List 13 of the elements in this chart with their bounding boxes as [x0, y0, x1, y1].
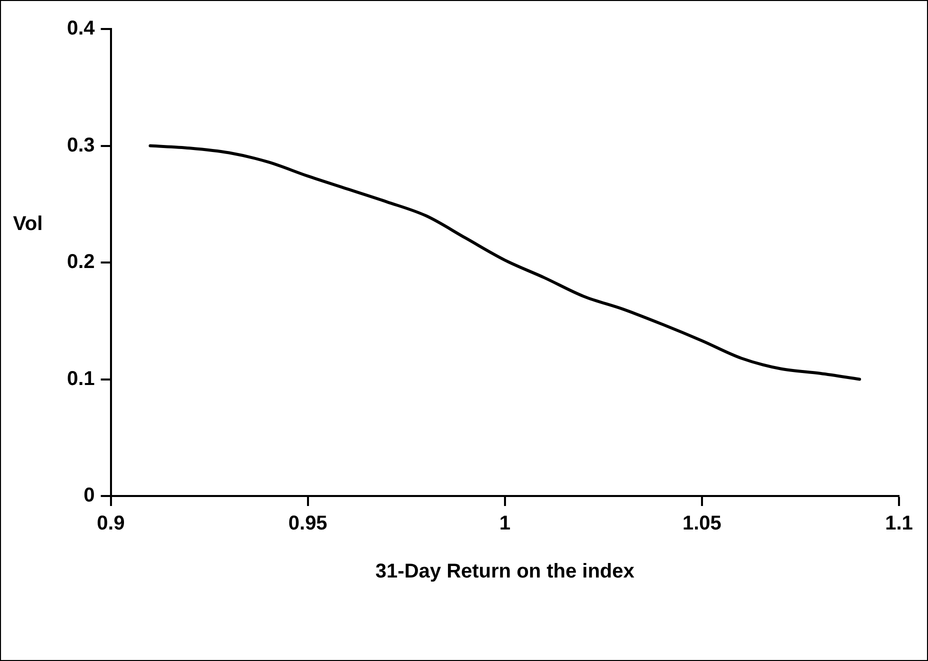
- y-tick-label: 0: [84, 484, 95, 507]
- y-tick-label: 0.4: [66, 18, 96, 40]
- x-tick-label: 1: [499, 512, 510, 535]
- x-tick-label: 0.95: [288, 512, 328, 535]
- line-series: [148, 144, 862, 381]
- x-tick-label: 0.9: [96, 512, 125, 535]
- x-axis-title: 31-Day Return on the index: [375, 560, 634, 583]
- y-tick-label: 0.1: [66, 368, 95, 390]
- y-axis-title: Vol: [13, 213, 43, 236]
- y-tick-label: 0.3: [66, 134, 95, 156]
- x-tick-label: 1.1: [885, 512, 913, 535]
- y-tick-label: 0.2: [66, 251, 95, 274]
- x-tick-label: 1.05: [682, 512, 722, 535]
